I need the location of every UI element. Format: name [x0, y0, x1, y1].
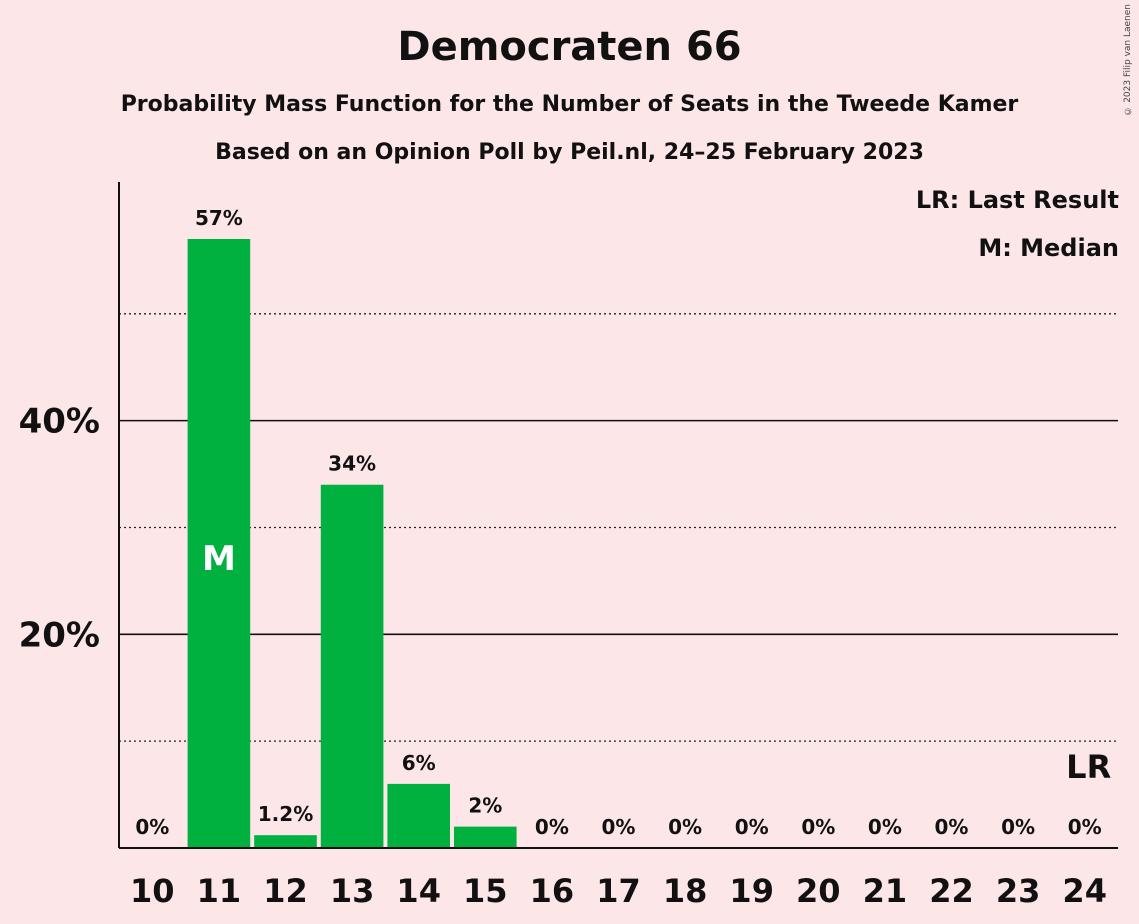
bar-value-label: 0%	[602, 815, 636, 839]
chart-source: Based on an Opinion Poll by Peil.nl, 24–…	[215, 140, 924, 165]
x-tick-label: 16	[530, 872, 575, 910]
bar-value-label: 0%	[668, 815, 702, 839]
bar-value-label: 0%	[868, 815, 902, 839]
x-tick-label: 21	[863, 872, 908, 910]
bar-value-label: 0%	[935, 815, 969, 839]
bar-value-label: 0%	[735, 815, 769, 839]
x-tick-label: 15	[463, 872, 508, 910]
bar-value-label: 34%	[328, 452, 376, 476]
bar-value-label: 0%	[1001, 815, 1035, 839]
bar-seat-15	[453, 826, 517, 848]
y-tick-label: 20%	[19, 615, 100, 655]
bar-value-label: 1.2%	[258, 802, 313, 826]
bar-value-label: 6%	[402, 751, 436, 775]
bar-seat-14	[387, 783, 451, 848]
bar-value-label: 0%	[801, 815, 835, 839]
x-tick-label: 17	[596, 872, 641, 910]
bar-value-label: 2%	[468, 794, 502, 818]
x-tick-label: 14	[396, 872, 441, 910]
x-tick-label: 11	[197, 872, 242, 910]
x-tick-label: 22	[929, 872, 974, 910]
bar-seat-13	[320, 484, 384, 848]
x-tick-label: 20	[796, 872, 841, 910]
bar-value-label: 0%	[1068, 815, 1102, 839]
bar-value-label: 0%	[135, 815, 169, 839]
x-tick-label: 18	[663, 872, 708, 910]
bar-value-label: 0%	[535, 815, 569, 839]
bar-seat-12	[254, 835, 317, 848]
x-tick-label: 13	[330, 872, 375, 910]
x-tick-label: 10	[130, 872, 175, 910]
x-tick-label: 24	[1062, 872, 1107, 910]
chart-title: Democraten 66	[397, 24, 742, 70]
x-tick-label: 12	[263, 872, 308, 910]
bar-seat-11	[187, 239, 251, 848]
legend-last-result: LR: Last Result	[915, 186, 1119, 214]
median-marker: M	[202, 539, 236, 579]
x-tick-label: 19	[729, 872, 774, 910]
last-result-marker: LR	[1066, 748, 1111, 786]
bar-value-label: 57%	[195, 206, 243, 230]
x-tick-label: 23	[996, 872, 1041, 910]
legend-median: M: Median	[978, 234, 1119, 262]
chart-subtitle: Probability Mass Function for the Number…	[120, 92, 1019, 117]
y-tick-label: 40%	[19, 402, 100, 442]
